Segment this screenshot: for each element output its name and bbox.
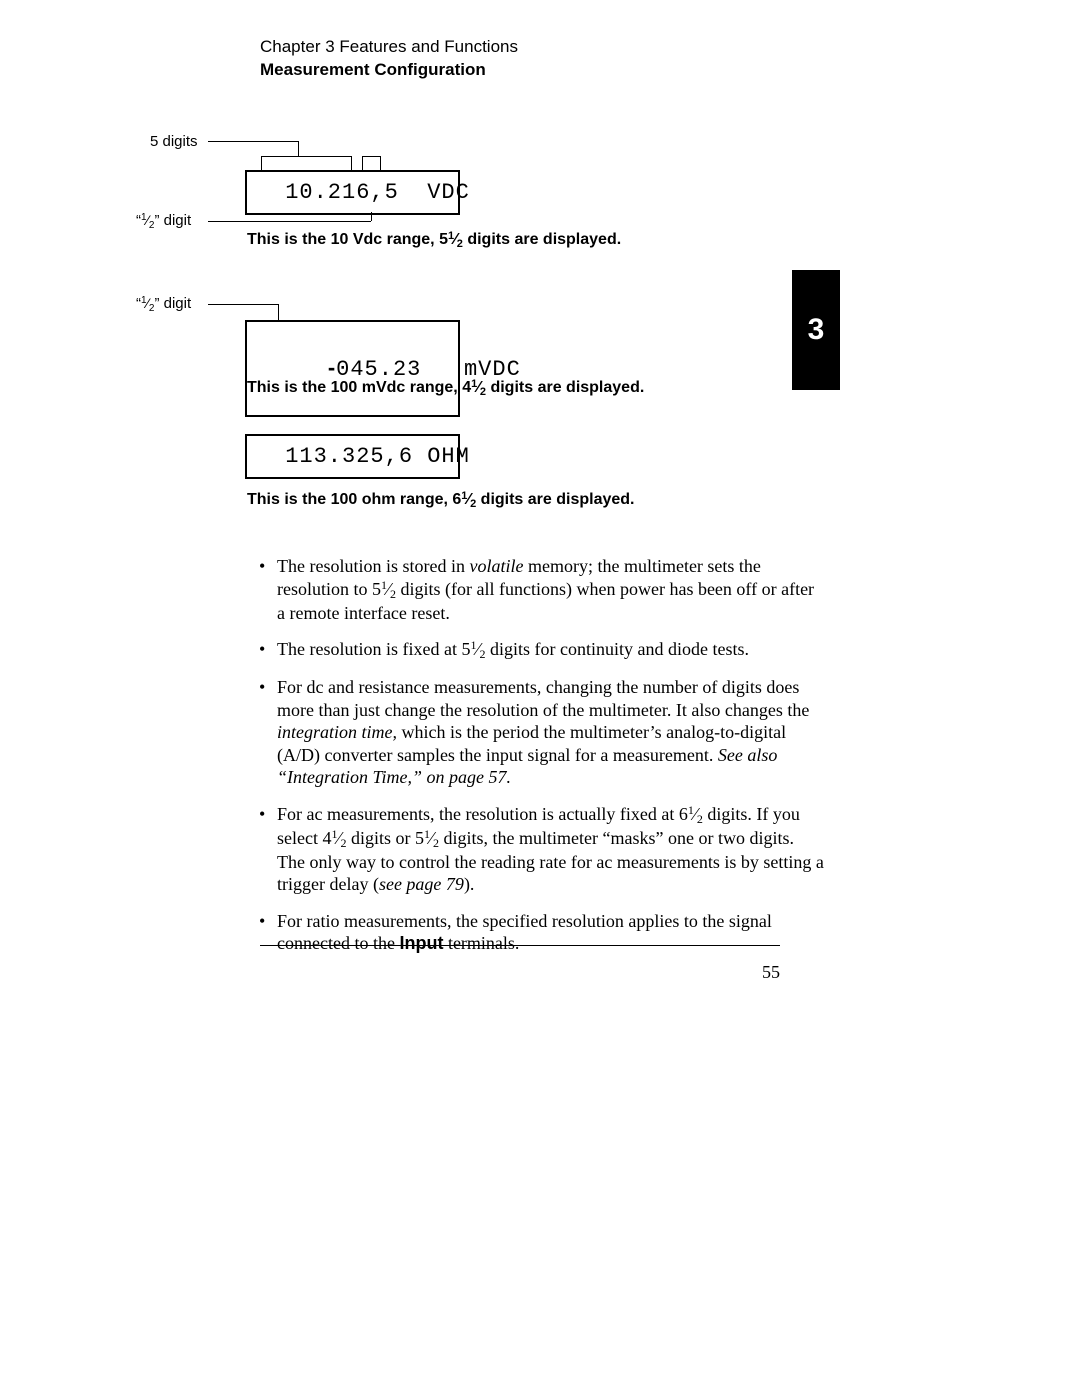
bracket-line [380,156,381,170]
leader-line [208,304,278,305]
bullet-text: For ratio measurements, the specified re… [277,911,772,954]
bracket-line [362,156,363,170]
bullet-text: digits for continuity and diode tests. [485,639,748,659]
bullet-text: The resolution is stored in [277,556,469,576]
bullet-text: For dc and resistance measurements, chan… [277,677,809,720]
bullet-4: For ac measurements, the resolution is a… [255,803,825,896]
bracket-line [351,156,352,170]
leader-line [278,304,279,320]
display-reading-1: 10.216,5 VDC [245,170,460,215]
page-header: Chapter 3 Features and Functions Measure… [260,36,518,82]
bullet-list: The resolution is stored in volatile mem… [255,555,825,969]
caption-1: This is the 10 Vdc range, 51⁄2 digits ar… [247,230,621,250]
bracket-line [261,156,262,170]
italic: see page 79 [379,874,464,894]
footer-rule [260,945,780,946]
bullet-5: For ratio measurements, the specified re… [255,910,825,955]
input-terminal-label: Input [399,933,443,953]
display-reading-2: -045.23 mVDC [245,320,460,417]
label-half-digit-2: “1⁄2” digit [136,295,191,314]
bullet-1: The resolution is stored in volatile mem… [255,555,825,624]
bullet-2: The resolution is fixed at 51⁄2 digits f… [255,638,825,662]
caption-2: This is the 100 mVdc range, 41⁄2 digits … [247,378,644,398]
caption-1-a: This is the 10 Vdc range, 5 [247,231,448,248]
half-quote-close: ” digit [154,295,191,312]
bullet-text: The resolution is fixed at 5 [277,639,470,659]
bullet-text: ). [464,874,475,894]
label-5-digits: 5 digits [150,133,198,150]
caption-2-a: This is the 100 mVdc range, 4 [247,379,471,396]
caption-1-b: digits are displayed. [463,231,621,248]
caption-3-a: This is the 100 ohm range, 6 [247,491,461,508]
chapter-line: Chapter 3 Features and Functions [260,36,518,59]
italic: integration time, [277,722,397,742]
leader-line [208,221,371,222]
reading-sign: - [328,355,336,380]
bullet-text: For ac measurements, the resolution is a… [277,804,688,824]
display-reading-3: 113.325,6 OHM [245,434,460,479]
half-quote-close: ” digit [154,212,191,229]
caption-3-b: digits are displayed. [476,491,634,508]
label-half-digit-1: “1⁄2” digit [136,212,191,231]
bullet-text: terminals. [443,933,519,953]
bullet-text: digits or 5 [347,828,425,848]
caption-2-b: digits are displayed. [486,379,644,396]
page-number: 55 [762,962,780,983]
bracket-line [261,156,351,157]
leader-line [298,141,299,156]
bracket-line [362,156,380,157]
italic: volatile [469,556,523,576]
caption-3: This is the 100 ohm range, 61⁄2 digits a… [247,490,635,510]
leader-line [208,141,298,142]
section-line: Measurement Configuration [260,59,518,82]
bullet-3: For dc and resistance measurements, chan… [255,676,825,789]
chapter-tab: 3 [792,270,840,390]
